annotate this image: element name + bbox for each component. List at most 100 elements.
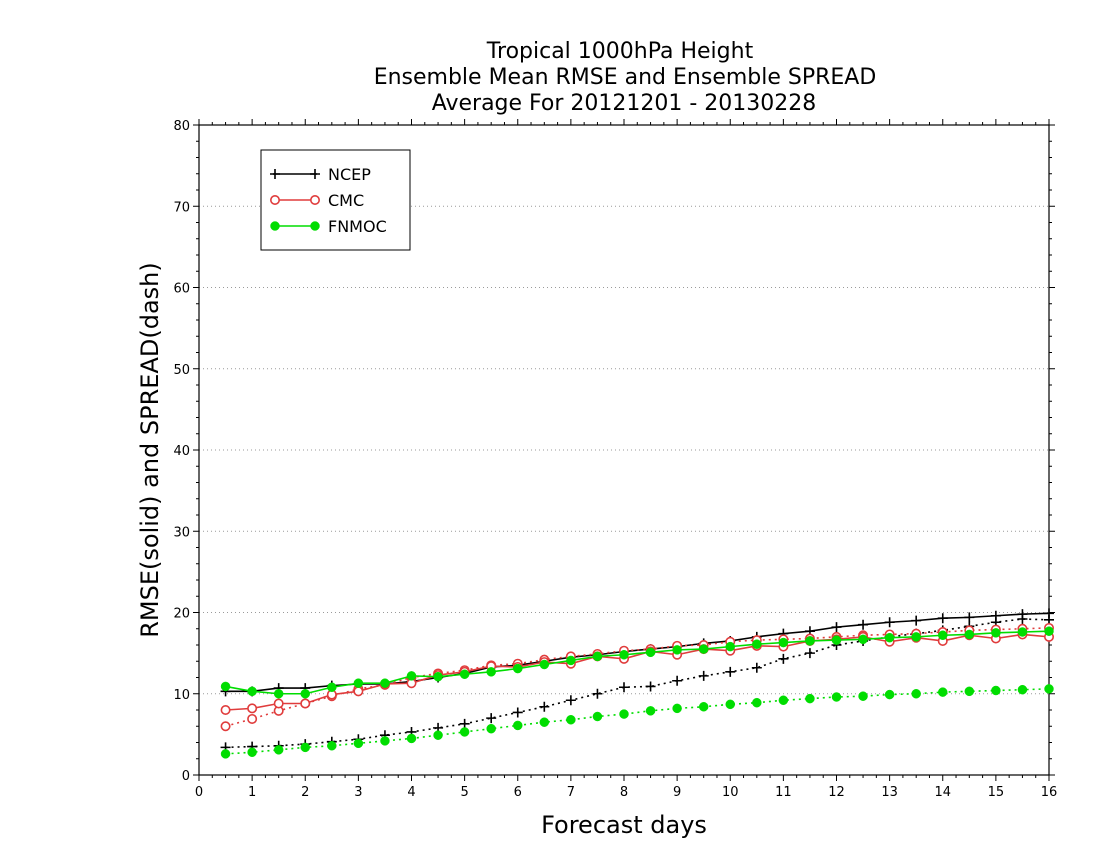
title-line-3: Average For 20121201 - 20130228	[432, 91, 817, 116]
series-cmc-spread-line	[225, 627, 1050, 728]
x-tick-label: 13	[881, 785, 898, 800]
x-tick-label: 14	[934, 785, 951, 800]
series-ncep-spread-point	[751, 662, 762, 673]
title-line-2: Ensemble Mean RMSE and Ensemble SPREAD	[374, 65, 877, 90]
series-fnmoc-rmse-point	[220, 681, 231, 692]
series-ncep-spread-point	[619, 682, 629, 693]
legend-marker-ncep	[310, 169, 320, 179]
series-cmc-rmse-point	[353, 686, 364, 697]
series-fnmoc-spread-point	[220, 749, 231, 759]
series-cmc-rmse-point	[300, 698, 311, 709]
chart-title: Tropical 1000hPa Height Ensemble Mean RM…	[374, 39, 877, 116]
y-tick-label: 50	[173, 363, 190, 378]
y-tick-label: 40	[173, 444, 190, 459]
series-fnmoc-rmse-point	[858, 634, 868, 645]
legend-marker-cmc	[309, 195, 320, 206]
series-fnmoc-rmse-point	[805, 636, 815, 646]
series-fnmoc-spread-point	[672, 703, 682, 714]
series-fnmoc-spread-point	[459, 727, 470, 737]
series-fnmoc-spread-point	[539, 717, 550, 727]
x-tick-label: 10	[722, 785, 739, 800]
series-cmc-spread-point	[220, 721, 231, 732]
series-fnmoc-spread-point	[1017, 684, 1028, 695]
series-cmc-spread-point	[247, 713, 258, 724]
series-fnmoc-rmse-point	[991, 628, 1001, 638]
series-ncep-rmse-point	[964, 612, 975, 623]
series-fnmoc-rmse-point	[778, 637, 789, 648]
series-fnmoc-spread-point	[592, 711, 603, 722]
y-axis-label: RMSE(solid) and SPREAD(dash)	[136, 262, 164, 638]
series-fnmoc-spread-point	[805, 693, 815, 704]
x-tick-label: 9	[673, 785, 681, 800]
series-fnmoc-spread-point	[858, 691, 868, 701]
series-fnmoc-rmse-line	[225, 630, 1050, 695]
x-tick-label: 0	[195, 785, 203, 800]
legend-label-cmc: CMC	[328, 191, 364, 210]
series-cmc-rmse-line	[225, 633, 1050, 711]
series-ncep-rmse-point	[1017, 609, 1028, 620]
series-ncep-rmse-point	[831, 622, 842, 633]
series-fnmoc-rmse-point	[672, 645, 682, 655]
series-fnmoc-spread-point	[725, 699, 735, 710]
series-fnmoc-rmse-point	[645, 647, 656, 658]
legend-marker-fnmoc	[270, 221, 280, 231]
series-fnmoc-rmse-point	[566, 655, 576, 666]
series-fnmoc-spread-point	[273, 745, 284, 755]
series-cmc-rmse-point	[247, 703, 258, 714]
series-cmc	[220, 622, 1055, 732]
series-fnmoc-rmse-point	[273, 689, 284, 699]
series-fnmoc-rmse-point	[486, 667, 496, 677]
x-tick-label: 15	[988, 785, 1005, 800]
series-fnmoc-rmse-point	[433, 671, 443, 682]
series-cmc-rmse-point	[220, 704, 231, 715]
legend-label-ncep: NCEP	[328, 165, 371, 184]
y-tick-label: 70	[173, 200, 190, 215]
x-tick-label: 1	[248, 785, 256, 800]
y-tick-label: 30	[173, 525, 190, 540]
series-fnmoc-spread-point	[698, 702, 709, 712]
series-ncep-spread-point	[804, 648, 815, 659]
series-fnmoc-spread-point	[964, 686, 975, 697]
series-fnmoc-rmse-point	[725, 641, 735, 652]
x-tick-label: 16	[1041, 785, 1058, 800]
series-fnmoc-rmse-point	[831, 635, 842, 645]
x-tick-label: 7	[567, 785, 575, 800]
series-fnmoc-spread-point	[380, 736, 390, 746]
series-fnmoc-rmse-point	[752, 639, 762, 649]
series-fnmoc-rmse-point	[938, 630, 948, 640]
series-fnmoc-spread-point	[938, 687, 948, 697]
series-ncep-spread-point	[672, 675, 683, 686]
series-ncep-spread-point	[512, 707, 523, 718]
y-tick-label: 80	[173, 119, 190, 134]
series-fnmoc-rmse-point	[247, 686, 257, 697]
legend-item-ncep: NCEP	[270, 165, 371, 184]
y-tick-label: 0	[182, 769, 190, 784]
legend-marker-ncep	[270, 169, 280, 179]
series-ncep-rmse-point	[1044, 608, 1054, 619]
series-fnmoc-rmse-point	[698, 644, 709, 654]
series-ncep-rmse-point	[884, 617, 895, 628]
series-fnmoc-rmse-point	[539, 659, 550, 670]
x-tick-label: 5	[460, 785, 468, 800]
series-fnmoc-spread-point	[247, 747, 257, 757]
series-ncep-rmse-point	[990, 610, 1001, 621]
x-axis-label: Forecast days	[541, 811, 707, 839]
series-fnmoc-spread-point	[645, 706, 656, 716]
series-ncep-spread-point	[645, 681, 656, 692]
x-tick-label: 3	[354, 785, 362, 800]
x-tick-label: 6	[514, 785, 522, 800]
legend: NCEP CMC FNMOC	[260, 149, 411, 251]
y-tick-label: 20	[173, 607, 190, 622]
x-tick-label: 8	[620, 785, 628, 800]
series-fnmoc-rmse-point	[406, 671, 417, 681]
series-fnmoc-spread-point	[1044, 684, 1054, 694]
series-cmc-rmse-point	[273, 698, 284, 709]
series-fnmoc-spread-point	[619, 709, 629, 719]
series-fnmoc-rmse-point	[1044, 626, 1054, 636]
series-fnmoc-spread-line	[225, 688, 1050, 755]
legend-marker-cmc	[269, 195, 280, 206]
series-ncep-spread-point	[565, 695, 576, 706]
